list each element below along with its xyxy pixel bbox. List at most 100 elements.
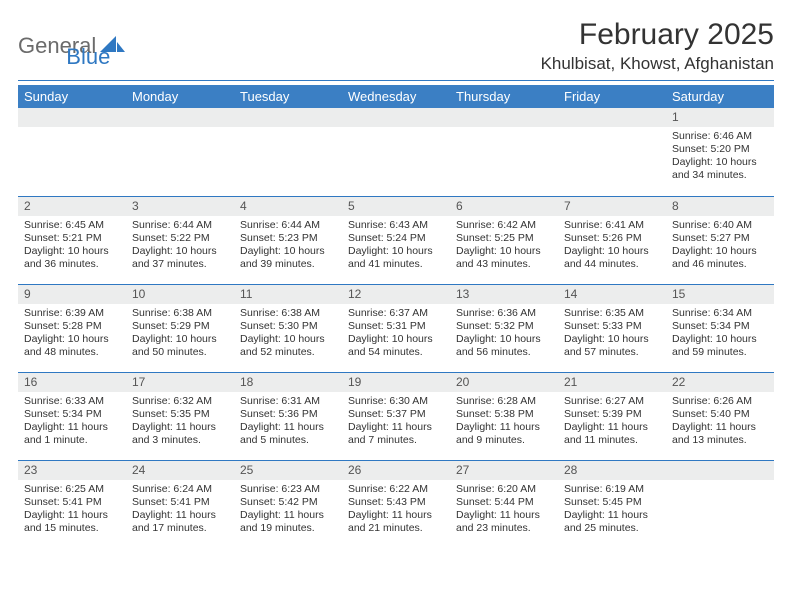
day-content xyxy=(126,127,234,134)
day-info-line: Sunset: 5:45 PM xyxy=(564,496,660,509)
calendar-day: 20Sunrise: 6:28 AMSunset: 5:38 PMDayligh… xyxy=(450,372,558,460)
calendar-day: 17Sunrise: 6:32 AMSunset: 5:35 PMDayligh… xyxy=(126,372,234,460)
day-content: Sunrise: 6:44 AMSunset: 5:23 PMDaylight:… xyxy=(234,216,342,276)
day-info-line: Daylight: 10 hours and 59 minutes. xyxy=(672,333,768,359)
day-info-line: Sunrise: 6:43 AM xyxy=(348,219,444,232)
day-content: Sunrise: 6:35 AMSunset: 5:33 PMDaylight:… xyxy=(558,304,666,364)
calendar-day-empty xyxy=(342,108,450,196)
day-header: Thursday xyxy=(450,85,558,108)
day-content: Sunrise: 6:27 AMSunset: 5:39 PMDaylight:… xyxy=(558,392,666,452)
day-info-line: Daylight: 10 hours and 46 minutes. xyxy=(672,245,768,271)
day-info-line: Sunset: 5:42 PM xyxy=(240,496,336,509)
day-info-line: Daylight: 11 hours and 9 minutes. xyxy=(456,421,552,447)
day-number xyxy=(18,108,126,127)
calendar-day: 28Sunrise: 6:19 AMSunset: 5:45 PMDayligh… xyxy=(558,460,666,548)
day-info-line: Sunrise: 6:26 AM xyxy=(672,395,768,408)
day-content: Sunrise: 6:32 AMSunset: 5:35 PMDaylight:… xyxy=(126,392,234,452)
day-info-line: Sunrise: 6:33 AM xyxy=(24,395,120,408)
day-info-line: Daylight: 11 hours and 15 minutes. xyxy=(24,509,120,535)
day-number xyxy=(450,108,558,127)
day-info-line: Sunset: 5:27 PM xyxy=(672,232,768,245)
calendar-day: 14Sunrise: 6:35 AMSunset: 5:33 PMDayligh… xyxy=(558,284,666,372)
day-info-line: Sunrise: 6:40 AM xyxy=(672,219,768,232)
day-content: Sunrise: 6:25 AMSunset: 5:41 PMDaylight:… xyxy=(18,480,126,540)
day-info-line: Sunrise: 6:38 AM xyxy=(240,307,336,320)
day-content: Sunrise: 6:22 AMSunset: 5:43 PMDaylight:… xyxy=(342,480,450,540)
day-header: Wednesday xyxy=(342,85,450,108)
day-info-line: Sunrise: 6:34 AM xyxy=(672,307,768,320)
day-info-line: Sunset: 5:28 PM xyxy=(24,320,120,333)
day-info-line: Daylight: 11 hours and 3 minutes. xyxy=(132,421,228,447)
day-info-line: Sunset: 5:20 PM xyxy=(672,143,768,156)
calendar-day: 26Sunrise: 6:22 AMSunset: 5:43 PMDayligh… xyxy=(342,460,450,548)
day-info-line: Daylight: 11 hours and 7 minutes. xyxy=(348,421,444,447)
calendar-week: 9Sunrise: 6:39 AMSunset: 5:28 PMDaylight… xyxy=(18,284,774,372)
day-info-line: Daylight: 10 hours and 36 minutes. xyxy=(24,245,120,271)
logo-text-blue: Blue xyxy=(66,44,110,70)
day-info-line: Sunrise: 6:44 AM xyxy=(240,219,336,232)
calendar-week: 2Sunrise: 6:45 AMSunset: 5:21 PMDaylight… xyxy=(18,196,774,284)
day-number: 7 xyxy=(558,197,666,216)
day-info-line: Daylight: 10 hours and 39 minutes. xyxy=(240,245,336,271)
day-info-line: Sunrise: 6:25 AM xyxy=(24,483,120,496)
day-number: 15 xyxy=(666,285,774,304)
title-block: February 2025 Khulbisat, Khowst, Afghani… xyxy=(541,18,774,74)
day-content: Sunrise: 6:36 AMSunset: 5:32 PMDaylight:… xyxy=(450,304,558,364)
day-info-line: Sunrise: 6:28 AM xyxy=(456,395,552,408)
calendar-day: 3Sunrise: 6:44 AMSunset: 5:22 PMDaylight… xyxy=(126,196,234,284)
calendar-day: 2Sunrise: 6:45 AMSunset: 5:21 PMDaylight… xyxy=(18,196,126,284)
day-info-line: Sunrise: 6:37 AM xyxy=(348,307,444,320)
day-number: 26 xyxy=(342,461,450,480)
calendar-day: 12Sunrise: 6:37 AMSunset: 5:31 PMDayligh… xyxy=(342,284,450,372)
day-info-line: Sunset: 5:24 PM xyxy=(348,232,444,245)
day-info-line: Sunset: 5:44 PM xyxy=(456,496,552,509)
day-info-line: Sunrise: 6:32 AM xyxy=(132,395,228,408)
day-info-line: Sunrise: 6:23 AM xyxy=(240,483,336,496)
day-number: 8 xyxy=(666,197,774,216)
day-content: Sunrise: 6:38 AMSunset: 5:29 PMDaylight:… xyxy=(126,304,234,364)
day-info-line: Sunset: 5:41 PM xyxy=(24,496,120,509)
day-info-line: Sunset: 5:33 PM xyxy=(564,320,660,333)
day-info-line: Sunrise: 6:27 AM xyxy=(564,395,660,408)
day-header: Saturday xyxy=(666,85,774,108)
day-number: 12 xyxy=(342,285,450,304)
day-info-line: Sunrise: 6:44 AM xyxy=(132,219,228,232)
day-info-line: Daylight: 11 hours and 11 minutes. xyxy=(564,421,660,447)
day-info-line: Sunset: 5:32 PM xyxy=(456,320,552,333)
day-info-line: Sunrise: 6:39 AM xyxy=(24,307,120,320)
day-content: Sunrise: 6:23 AMSunset: 5:42 PMDaylight:… xyxy=(234,480,342,540)
day-content xyxy=(666,480,774,487)
day-header: Monday xyxy=(126,85,234,108)
day-number: 25 xyxy=(234,461,342,480)
day-number: 22 xyxy=(666,373,774,392)
day-content: Sunrise: 6:30 AMSunset: 5:37 PMDaylight:… xyxy=(342,392,450,452)
day-info-line: Sunset: 5:30 PM xyxy=(240,320,336,333)
day-info-line: Daylight: 11 hours and 17 minutes. xyxy=(132,509,228,535)
day-content xyxy=(18,127,126,134)
day-number xyxy=(126,108,234,127)
day-info-line: Daylight: 11 hours and 13 minutes. xyxy=(672,421,768,447)
day-info-line: Sunset: 5:26 PM xyxy=(564,232,660,245)
day-number xyxy=(666,461,774,480)
calendar-day: 19Sunrise: 6:30 AMSunset: 5:37 PMDayligh… xyxy=(342,372,450,460)
location-text: Khulbisat, Khowst, Afghanistan xyxy=(541,54,774,74)
day-info-line: Sunrise: 6:30 AM xyxy=(348,395,444,408)
day-info-line: Sunset: 5:29 PM xyxy=(132,320,228,333)
day-number: 3 xyxy=(126,197,234,216)
day-info-line: Sunrise: 6:42 AM xyxy=(456,219,552,232)
day-number: 21 xyxy=(558,373,666,392)
day-info-line: Daylight: 10 hours and 37 minutes. xyxy=(132,245,228,271)
day-content: Sunrise: 6:34 AMSunset: 5:34 PMDaylight:… xyxy=(666,304,774,364)
calendar-day: 7Sunrise: 6:41 AMSunset: 5:26 PMDaylight… xyxy=(558,196,666,284)
day-number: 23 xyxy=(18,461,126,480)
day-number: 27 xyxy=(450,461,558,480)
calendar-head: SundayMondayTuesdayWednesdayThursdayFrid… xyxy=(18,85,774,108)
day-content: Sunrise: 6:41 AMSunset: 5:26 PMDaylight:… xyxy=(558,216,666,276)
day-number: 10 xyxy=(126,285,234,304)
day-number: 1 xyxy=(666,108,774,127)
day-number: 19 xyxy=(342,373,450,392)
day-content: Sunrise: 6:37 AMSunset: 5:31 PMDaylight:… xyxy=(342,304,450,364)
day-info-line: Sunset: 5:40 PM xyxy=(672,408,768,421)
day-number: 2 xyxy=(18,197,126,216)
day-info-line: Daylight: 10 hours and 43 minutes. xyxy=(456,245,552,271)
